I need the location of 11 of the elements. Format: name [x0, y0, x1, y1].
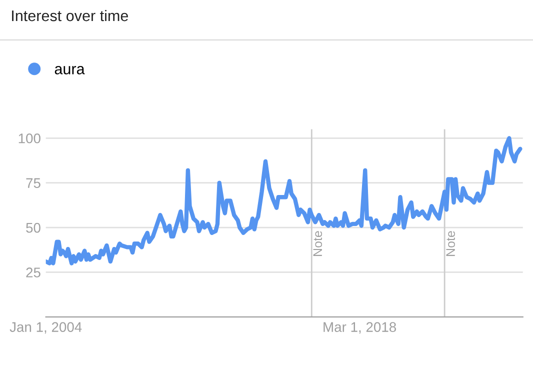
ref-line-label: Note: [446, 231, 455, 256]
y-tick-label: 75: [26, 178, 40, 188]
legend-label: aura: [54, 66, 85, 74]
y-tick-label: 50: [26, 222, 40, 233]
x-tick-label: Jan 1, 2004: [10, 322, 82, 334]
y-tick-label: 25: [26, 268, 40, 278]
chart-title: Interest over time: [12, 10, 128, 22]
line-series: [46, 136, 522, 266]
x-tick-label: Mar 1, 2018: [324, 322, 396, 334]
y-tick-label: 100: [18, 133, 40, 144]
ref-line-label: Note: [313, 231, 322, 256]
